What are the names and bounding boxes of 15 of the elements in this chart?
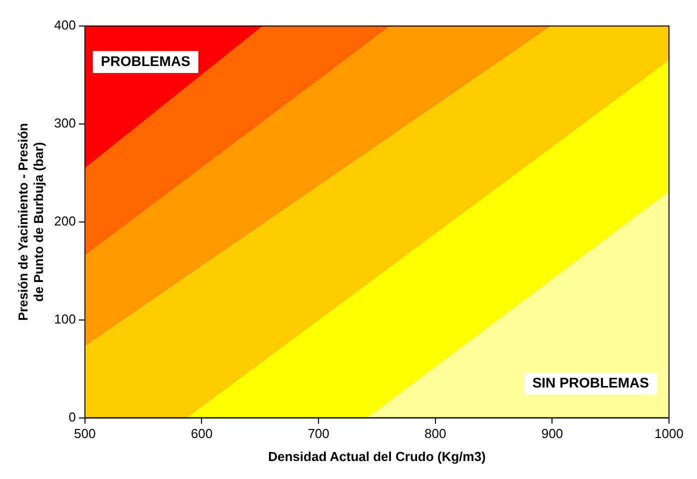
- annotation: SIN PROBLEMAS: [532, 374, 650, 391]
- x-tick-label: 1000: [654, 426, 684, 442]
- y-tick-label: 400: [54, 18, 76, 33]
- x-tick-label: 700: [308, 426, 330, 442]
- y-axis-title: Presión de Yacimiento - Presión de Punto de Burbuja (bar): [15, 122, 46, 321]
- x-tick-label: 500: [74, 426, 96, 442]
- x-axis-title: Densidad Actual del Crudo (Kg/m3): [268, 448, 486, 464]
- x-tick-label: 600: [190, 426, 213, 442]
- y-tick-label: 300: [54, 116, 76, 131]
- x-tick-label: 800: [424, 426, 446, 442]
- y-tick-label: 100: [54, 311, 76, 326]
- x-tick-label: 900: [541, 426, 564, 442]
- annotation: PROBLEMAS: [100, 52, 190, 69]
- y-tick-label: 200: [54, 213, 76, 228]
- y-tick-label: 0: [68, 409, 76, 424]
